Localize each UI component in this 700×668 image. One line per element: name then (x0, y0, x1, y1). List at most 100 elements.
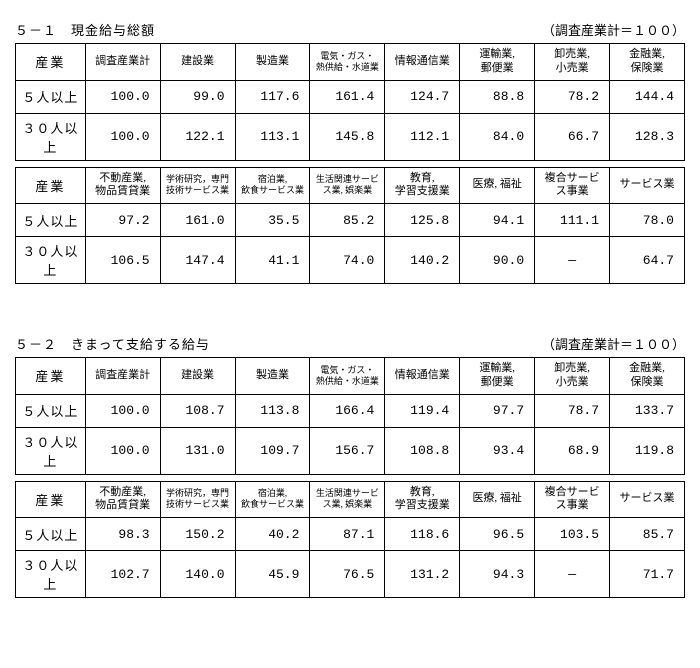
page-root: ５－１ 現金給与総額（調査産業計＝１００）産業調査産業計建設業製造業電気・ガス・… (15, 20, 685, 598)
data-cell: 94.1 (460, 204, 535, 237)
data-cell: 108.7 (160, 394, 235, 427)
table-row: ３０人以上100.0122.1113.1145.8112.184.066.712… (16, 113, 685, 160)
data-cell: 111.1 (535, 204, 610, 237)
data-cell: 85.7 (610, 518, 685, 551)
column-header: 建設業 (160, 44, 235, 81)
section-title-row: ５－１ 現金給与総額 （調査産業計＝１００） (15, 20, 685, 39)
data-cell: 108.8 (385, 427, 460, 474)
column-header: 複合サービス事業 (535, 167, 610, 204)
column-header: 金融業,保険業 (610, 358, 685, 395)
row-label: ５人以上 (16, 394, 86, 427)
data-cell: 113.1 (235, 113, 310, 160)
data-cell: 45.9 (235, 551, 310, 598)
data-cell: 118.6 (385, 518, 460, 551)
data-cell: 87.1 (310, 518, 385, 551)
column-header: 金融業,保険業 (610, 44, 685, 81)
data-cell: 161.4 (310, 80, 385, 113)
section-title-row: ５－２ きまって支給する給与（調査産業計＝１００） (15, 334, 685, 353)
data-cell: 106.5 (85, 237, 160, 284)
data-cell: 88.8 (460, 80, 535, 113)
data-cell: 109.7 (235, 427, 310, 474)
industry-header: 産業 (16, 167, 86, 204)
data-cell: 140.2 (385, 237, 460, 284)
data-cell: 166.4 (310, 394, 385, 427)
column-header: 調査産業計 (85, 358, 160, 395)
column-header: 医療, 福祉 (460, 481, 535, 518)
data-cell: 94.3 (460, 551, 535, 598)
data-cell: 119.8 (610, 427, 685, 474)
column-header: 情報通信業 (385, 44, 460, 81)
data-cell: 40.2 (235, 518, 310, 551)
section-note: （調査産業計＝１００） (542, 334, 685, 353)
data-cell: 66.7 (535, 113, 610, 160)
column-header: 調査産業計 (85, 44, 160, 81)
data-table: 産業調査産業計建設業製造業電気・ガス・熱供給・水道業情報通信業運輸業,郵便業卸売… (15, 43, 685, 161)
data-cell: 74.0 (310, 237, 385, 284)
data-cell: 103.5 (535, 518, 610, 551)
column-header: 運輸業,郵便業 (460, 44, 535, 81)
row-label: ３０人以上 (16, 427, 86, 474)
data-cell: 71.7 (610, 551, 685, 598)
table-row: ５人以上100.099.0117.6161.4124.788.878.2144.… (16, 80, 685, 113)
data-cell: 128.3 (610, 113, 685, 160)
column-header: 製造業 (235, 358, 310, 395)
column-header: サービス業 (610, 167, 685, 204)
data-cell: 64.7 (610, 237, 685, 284)
data-cell: 97.7 (460, 394, 535, 427)
section-note: （調査産業計＝１００） (542, 20, 685, 39)
column-header: 不動産業,物品賃貸業 (85, 167, 160, 204)
industry-header: 産業 (16, 358, 86, 395)
data-cell: 97.2 (85, 204, 160, 237)
data-cell: 144.4 (610, 80, 685, 113)
data-table: 産業不動産業,物品賃貸業学術研究，専門技術サービス業宿泊業,飲食サービス業生活関… (15, 481, 685, 599)
data-cell: 145.8 (310, 113, 385, 160)
column-header: 複合サービス事業 (535, 481, 610, 518)
data-cell: 96.5 (460, 518, 535, 551)
row-label: ３０人以上 (16, 237, 86, 284)
column-header: 宿泊業,飲食サービス業 (235, 481, 310, 518)
data-cell: 100.0 (85, 394, 160, 427)
column-header: 学術研究，専門技術サービス業 (160, 481, 235, 518)
data-cell: 78.0 (610, 204, 685, 237)
data-cell: 98.3 (85, 518, 160, 551)
data-cell: ― (535, 237, 610, 284)
column-header: 不動産業,物品賃貸業 (85, 481, 160, 518)
data-cell: 93.4 (460, 427, 535, 474)
data-table: 産業不動産業,物品賃貸業学術研究，専門技術サービス業宿泊業,飲食サービス業生活関… (15, 167, 685, 285)
data-cell: 119.4 (385, 394, 460, 427)
data-cell: 35.5 (235, 204, 310, 237)
data-cell: 41.1 (235, 237, 310, 284)
data-table: 産業調査産業計建設業製造業電気・ガス・熱供給・水道業情報通信業運輸業,郵便業卸売… (15, 357, 685, 475)
data-cell: 122.1 (160, 113, 235, 160)
data-cell: 78.2 (535, 80, 610, 113)
data-cell: 76.5 (310, 551, 385, 598)
column-header: 運輸業,郵便業 (460, 358, 535, 395)
table-row: ５人以上98.3150.240.287.1118.696.5103.585.7 (16, 518, 685, 551)
data-cell: 117.6 (235, 80, 310, 113)
column-header: 学術研究，専門技術サービス業 (160, 167, 235, 204)
column-header: 卸売業,小売業 (535, 44, 610, 81)
section-title: ５－１ 現金給与総額 (15, 20, 155, 39)
data-cell: 100.0 (85, 80, 160, 113)
table-row: ５人以上100.0108.7113.8166.4119.497.778.7133… (16, 394, 685, 427)
data-cell: 78.7 (535, 394, 610, 427)
row-label: ５人以上 (16, 518, 86, 551)
data-cell: 133.7 (610, 394, 685, 427)
data-cell: 90.0 (460, 237, 535, 284)
column-header: 情報通信業 (385, 358, 460, 395)
data-cell: 150.2 (160, 518, 235, 551)
column-header: 宿泊業,飲食サービス業 (235, 167, 310, 204)
data-cell: 131.2 (385, 551, 460, 598)
row-label: ３０人以上 (16, 551, 86, 598)
data-cell: 100.0 (85, 113, 160, 160)
data-cell: 85.2 (310, 204, 385, 237)
column-header: 電気・ガス・熱供給・水道業 (310, 44, 385, 81)
data-cell: 84.0 (460, 113, 535, 160)
column-header: 教育,学習支援業 (385, 167, 460, 204)
row-label: ３０人以上 (16, 113, 86, 160)
section: ５－２ きまって支給する給与（調査産業計＝１００） 産業調査産業計建設業製造業電気… (15, 334, 685, 598)
row-label: ５人以上 (16, 80, 86, 113)
column-header: 医療, 福祉 (460, 167, 535, 204)
data-cell: 113.8 (235, 394, 310, 427)
column-header: 建設業 (160, 358, 235, 395)
